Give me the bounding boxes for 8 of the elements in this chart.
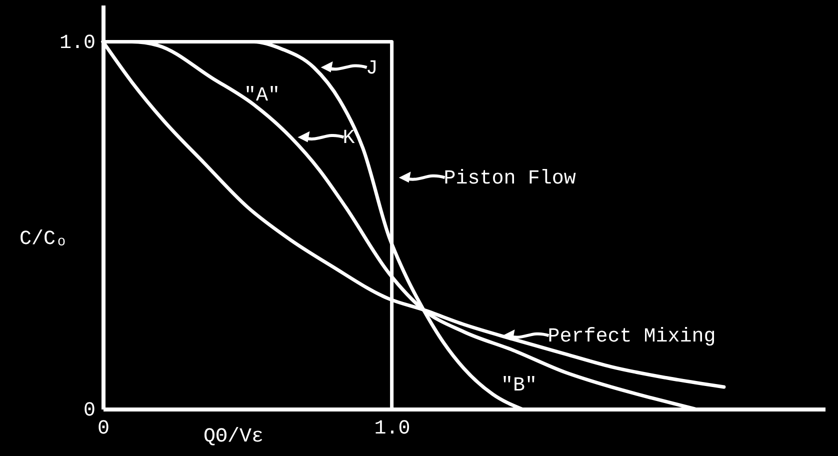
annotation: K: [342, 127, 355, 150]
y-axis-title: C/Cₒ: [19, 228, 68, 251]
annotation: "A": [244, 84, 280, 108]
annotation: J: [366, 57, 378, 80]
annotation: Piston Flow: [444, 168, 576, 191]
annotation: Perfect Mixing: [548, 326, 716, 349]
x-axis-title: QΘ/Vε: [203, 426, 264, 448]
annotation: "B": [500, 374, 538, 398]
